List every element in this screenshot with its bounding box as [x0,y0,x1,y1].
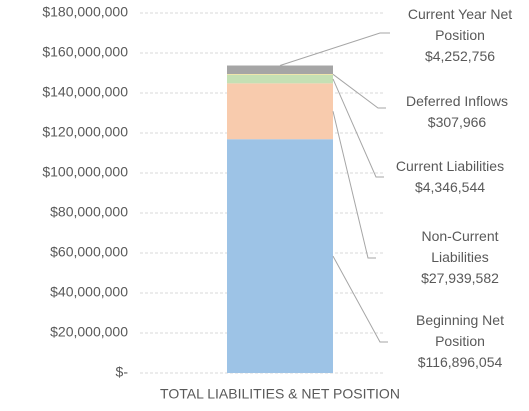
label-name: Deferred Inflows [406,93,508,109]
label-name: Beginning Net Position [416,312,504,349]
y-tick-label: $180,000,000 [42,4,128,20]
bar-segment [227,74,333,84]
label-name: Current Year Net Position [407,6,513,43]
y-tick-label: $160,000,000 [42,44,128,60]
label-name: Current Liabilities [395,158,505,174]
y-tick-label: $140,000,000 [42,84,128,100]
leader-line [332,78,384,178]
leader-line [332,255,388,343]
y-tick-label: $40,000,000 [50,284,128,300]
bar-segment [227,65,333,75]
leader-line [332,111,376,259]
y-tick-label: $100,000,000 [42,164,128,180]
label-value: $27,939,582 [421,270,499,286]
y-tick-label: $120,000,000 [42,124,128,140]
label-value: $4,346,544 [414,179,486,195]
bar-segment [227,74,333,75]
data-label: Non-Current Liabilities $27,939,582 [403,226,518,289]
y-tick-label: $80,000,000 [50,204,128,220]
leader-line [279,32,390,66]
x-tick-label: TOTAL LIABILITIES & NET POSITION [160,386,400,402]
data-label: Beginning Net Position $116,896,054 [403,310,518,373]
data-label: Current Liabilities $4,346,544 [370,156,529,198]
bar-segment [227,139,333,373]
y-tick-label: $20,000,000 [50,324,128,340]
data-label: Current Year Net Position $4,252,756 [403,4,518,67]
label-value: $116,896,054 [417,354,503,370]
y-tick-label: $60,000,000 [50,244,128,260]
label-name: Non-Current Liabilities [421,228,499,265]
label-value: $4,252,756 [424,48,496,64]
data-label: Deferred Inflows $307,966 [392,91,522,133]
leader-line [332,73,386,109]
bar-segment [227,83,333,140]
label-value: $307,966 [427,114,487,130]
y-tick-label: $- [116,364,129,380]
